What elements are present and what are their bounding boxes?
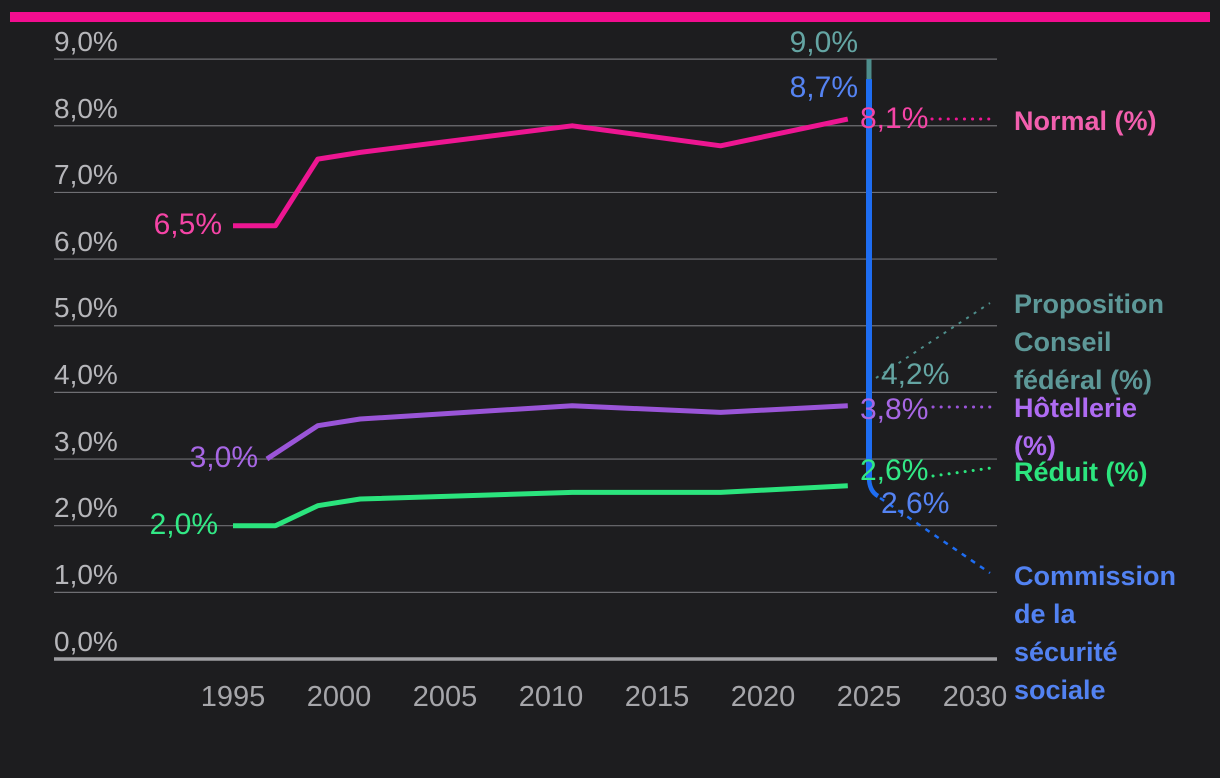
leader-reduit [931,466,993,478]
legend-line: Conseil [1014,327,1112,357]
y-axis-label: 0,0% [54,626,118,657]
legend-line: Réduit (%) [1014,457,1148,487]
x-axis-label: 2030 [942,681,1008,713]
x-axis-label: 2010 [518,681,584,713]
value-label-proposition-bottom: 4,2% [881,358,950,391]
series-line-4-hook [866,476,880,498]
y-axis-label: 1,0% [54,559,118,590]
value-label-proposition-top: 9,0% [789,26,858,59]
value-label-commission-top: 8,7% [789,71,858,104]
legend-line: de la [1014,599,1076,629]
legend-item-proposition: Proposition Conseil fédéral (%) [1014,285,1220,399]
legend-item-reduit: Réduit (%) [1014,453,1220,491]
y-axis-label: 7,0% [54,159,118,190]
x-axis-label: 2025 [836,681,902,713]
value-label-reduit-end: 2,6% [860,454,929,487]
x-axis-label: 2000 [306,681,372,713]
series-line-0 [233,116,849,229]
y-axis-label: 4,0% [54,359,118,390]
y-axis-label: 8,0% [54,93,118,124]
value-label-commission-bottom: 2,6% [881,487,950,520]
top-accent-bar [10,12,1210,22]
value-label-normal-start: 6,5% [153,208,222,241]
x-axis-label: 2020 [730,681,796,713]
x-axis-label: 2005 [412,681,478,713]
y-axis-label: 3,0% [54,426,118,457]
legend-line: Proposition [1014,289,1164,319]
y-axis-label: 2,0% [54,492,118,523]
series-line-1 [265,403,848,462]
legend-item-commission: Commission de la sécurité sociale [1014,557,1220,709]
legend-item-hotellerie: Hôtellerie (%) [1014,389,1220,465]
legend-line: (%) [1014,431,1056,461]
value-label-hotellerie-start: 3,0% [189,441,258,474]
value-label-normal-end: 8,1% [860,102,929,135]
y-axis-label: 9,0% [54,26,118,57]
legend-item-normal: Normal (%) [1014,102,1220,140]
x-axis-label: 1995 [200,681,266,713]
value-label-hotellerie-end: 3,8% [860,393,929,426]
legend-line: Commission [1014,561,1177,591]
value-label-reduit-start: 2,0% [149,508,218,541]
legend-line: fédéral (%) [1014,365,1153,395]
leader-commission [879,496,991,575]
series-line-2 [233,483,848,529]
legend-line: Normal (%) [1014,106,1157,136]
legend-line: sociale [1014,675,1106,705]
x-axis-label: 2015 [624,681,690,713]
y-axis-label: 6,0% [54,226,118,257]
legend-line: sécurité [1014,637,1118,667]
legend-line: Hôtellerie [1014,393,1138,423]
y-axis-label: 5,0% [54,292,118,323]
